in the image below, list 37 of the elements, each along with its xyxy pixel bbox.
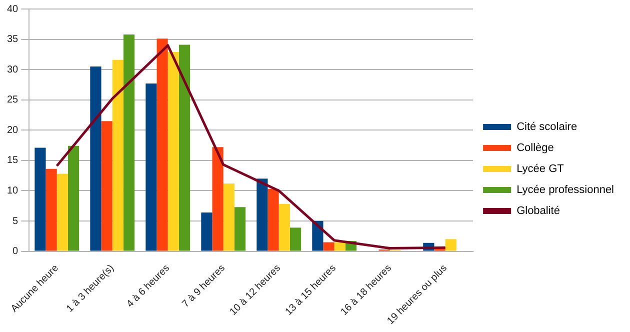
bar (445, 239, 456, 251)
bar (201, 212, 212, 251)
bar (101, 121, 112, 251)
y-tick-label: 10 (7, 185, 19, 196)
bar (223, 183, 234, 251)
bar (146, 84, 157, 251)
y-tick-label: 40 (7, 4, 19, 15)
bar (56, 174, 68, 251)
y-tick-label: 15 (7, 155, 19, 166)
bar (334, 242, 346, 251)
bar (123, 34, 135, 251)
bar (46, 168, 57, 251)
legend-label: Collège (516, 142, 554, 154)
legend-label: Lycée professionnel (516, 184, 614, 196)
bar (68, 146, 80, 251)
bar (290, 228, 302, 251)
y-tick-label: 30 (7, 64, 19, 76)
y-tick-label: 0 (12, 246, 19, 258)
bar (168, 52, 179, 251)
legend-label: Lycée GT (516, 163, 564, 176)
legend-label: Cité scolaire (516, 121, 578, 134)
bar (178, 44, 190, 251)
y-tick-label: 20 (7, 124, 19, 136)
bar (256, 178, 268, 251)
y-tick-label: 35 (7, 34, 19, 46)
bar (268, 188, 279, 251)
bar (234, 207, 246, 251)
bar (112, 60, 124, 251)
bar (34, 148, 46, 251)
legend-label: Globalité (516, 205, 560, 218)
bar (156, 38, 168, 251)
bar (212, 147, 224, 251)
bar (90, 66, 102, 251)
bar (278, 204, 290, 251)
bar (323, 242, 334, 251)
y-tick-label: 5 (12, 216, 19, 227)
y-tick-label: 25 (7, 94, 19, 106)
